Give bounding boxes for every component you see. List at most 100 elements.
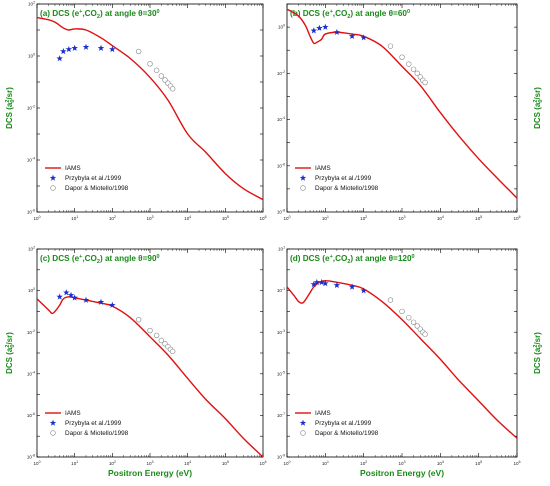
dapor-point [169,86,176,92]
przybyla-point [333,281,341,289]
panel-c: 100 101 102 103 104 105 106 10-8 10-6 10-4 10-2 100… [5,246,267,478]
x-tick-label: 101 [322,215,329,221]
y-tick-label: 100 [278,24,285,30]
legend-dapor-swatch [300,185,306,191]
x-tick-label: 101 [322,460,329,466]
y-tick-label: 10-1 [277,287,285,293]
legend-dapor-swatch [300,430,306,436]
przybyla-point [56,293,63,300]
y-tick-label: 101 [278,246,285,252]
y-tick-label: 10-4 [27,370,35,376]
x-tick-label: 104 [437,460,444,466]
x-tick-label: 102 [109,460,116,466]
y-tick-label: 100 [28,287,35,293]
x-tick-label: 106 [513,460,520,466]
legend-dapor-label: Dapor & Miotello/1998 [315,185,379,192]
panel-b: 100 101 102 103 104 105 106 10-8 10-6 10-4 10-2 100… [277,3,544,221]
dapor-point [158,337,165,344]
x-tick-label: 100 [283,460,290,466]
y-tick-label: 10-4 [277,116,285,122]
dapor-point [135,48,142,55]
panel-d: 100 101 102 103 104 105 106 10-9 10-7 10-5 10-3 10-… [277,246,544,478]
x-tick-label: 104 [437,215,444,221]
dapor-point [387,297,394,303]
przybyla-point [82,296,90,303]
przybyla-point [322,23,329,30]
y-tick-label: 10-6 [27,412,35,418]
y-tick-label: 10-6 [277,162,285,168]
panel-title: (b) DCS (e+,CO2) at angle θ=600 [290,9,410,20]
legend-dapor-swatch [50,185,56,191]
x-tick-label: 103 [398,215,405,221]
dapor-point [422,79,428,86]
dapor-point [153,332,160,339]
legend-iams-label: IAMS [315,165,331,172]
x-tick-label: 105 [222,215,229,221]
x-axis-label: Positron Energy (eV) [360,468,444,478]
y-axis-label: DCS (a02/sr) [5,87,16,129]
x-tick-label: 102 [360,215,367,221]
przybyla-point [109,45,116,53]
przybyla-point [71,44,78,51]
x-tick-label: 100 [33,215,40,221]
legend-dapor-label: Dapor & Miotello/1998 [315,430,379,437]
plot-area [287,278,517,439]
przybyla-point [63,289,70,296]
przybyla-point [97,44,105,51]
przybyla-point [348,32,356,40]
dapor-point [410,66,417,72]
przybyla-point [67,291,75,298]
dapor-point [399,54,405,60]
przybyla-point [360,287,367,294]
y-tick-label: 10-2 [277,70,285,76]
x-tick-label: 105 [475,460,482,466]
y-axis-label: DCS (a02/sr) [533,87,544,129]
przybyla-point [333,28,341,35]
legend-dapor-swatch [50,430,56,436]
dapor-point [135,316,142,323]
przybyla-point [316,24,323,31]
plot-area [37,16,263,201]
legend-przybyla-label: Przybyla et al./1999 [315,420,372,427]
y-tick-label: 102 [28,246,35,252]
dapor-point [162,77,168,83]
plot-area [37,289,263,457]
legend-przybyla-swatch [49,419,57,426]
x-axis-label: Positron Energy (eV) [108,468,192,478]
y-tick-label: 102 [28,1,35,7]
przybyla-point [60,48,67,55]
dapor-point [147,61,153,67]
przybyla-point [313,278,321,286]
przybyla-point [82,43,90,50]
y-axis-label: DCS (a02/sr) [533,332,544,374]
x-tick-label: 103 [146,460,153,466]
legend-iams-label: IAMS [315,410,331,417]
x-tick-label: 102 [109,215,116,221]
x-tick-label: 104 [184,460,191,466]
y-tick-label: 100 [28,53,35,59]
x-tick-label: 100 [33,460,40,466]
x-tick-label: 103 [146,215,153,221]
y-tick-label: 10-9 [277,454,285,460]
y-tick-label: 10-8 [27,454,35,460]
x-tick-label: 102 [360,460,367,466]
panel-title: (c) DCS (e+,CO2) at angle θ=900 [40,254,160,265]
panel-a: 100 101 102 103 104 105 106 10-6 10-4 10-2 100 102 (… [5,1,267,221]
y-axis-label: DCS (a02/sr) [5,332,16,374]
przybyla-point [109,301,116,308]
przybyla-point [97,298,105,305]
dapor-point [153,67,160,74]
x-tick-label: 103 [398,460,405,466]
legend-przybyla-swatch [299,419,307,426]
x-tick-label: 106 [513,215,520,221]
y-tick-label: 10-7 [277,412,285,418]
x-tick-label: 100 [283,215,290,221]
przybyla-point [348,283,356,290]
przybyla-point [322,280,329,287]
y-tick-label: 10-6 [27,209,35,215]
panel-title: (d) DCS (e+,CO2) at angle θ=1200 [290,254,415,265]
dapor-point [406,314,412,321]
legend-iams-label: IAMS [65,410,81,417]
iams-curve [287,279,517,439]
